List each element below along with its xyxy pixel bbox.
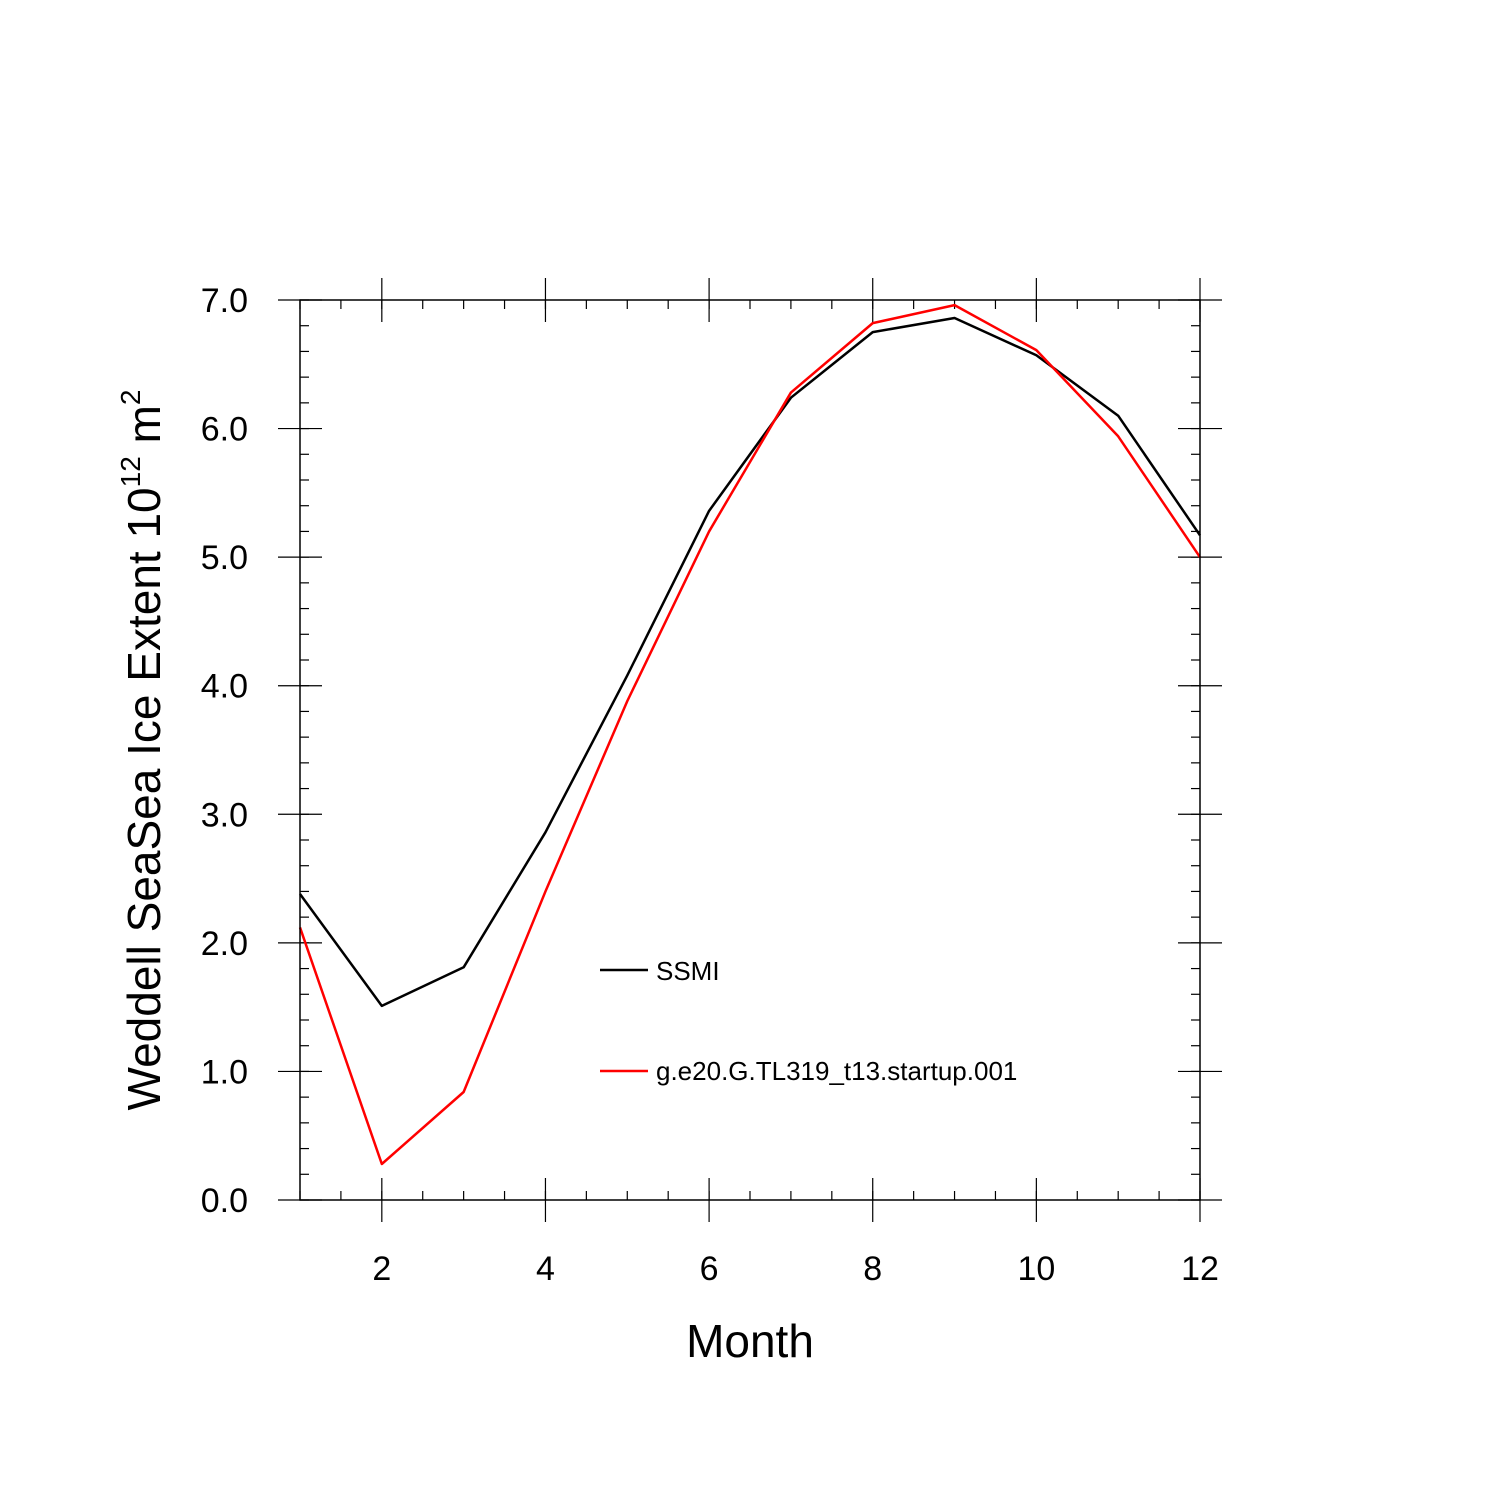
x-tick-label: 10 [1017,1250,1055,1288]
y-tick-label: 2.0 [201,925,248,963]
y-axis-title-unit: m [118,405,170,456]
series-line-model [298,303,1202,1166]
y-tick-label: 0.0 [201,1182,248,1220]
legend-label-ssmi: SSMI [656,956,720,986]
y-tick-label: 1.0 [201,1053,248,1091]
y-tick-label: 5.0 [201,539,248,577]
x-axis-title: Month [686,1315,814,1367]
tick-labels: 2 4 6 8 10 12 0.0 1.0 2.0 3.0 4.0 5.0 6.0 7.0 [201,282,1219,1288]
legend: SSMI g.e20.G.TL319_t13.startup.001 [600,956,1017,1086]
x-tick-label: 4 [536,1250,555,1288]
y-axis-title-text: Weddell SeaSea Ice Extent 10 [118,487,170,1110]
x-tick-label: 6 [700,1250,719,1288]
y-axis-title-exponent: 12 [115,456,146,487]
plot-frame [299,299,1201,1201]
legend-label-model: g.e20.G.TL319_t13.startup.001 [656,1056,1017,1086]
y-axis-title-unit-exponent: 2 [115,390,146,406]
y-tick-label: 6.0 [201,411,248,449]
series-line-ssmi [298,316,1202,1008]
y-tick-label: 7.0 [201,282,248,320]
x-tick-label: 2 [372,1250,391,1288]
y-tick-label: 4.0 [201,668,248,706]
y-tick-label: 3.0 [201,796,248,834]
y-axis-title: Weddell SeaSea Ice Extent 1012 m2 [115,390,170,1111]
x-tick-label: 12 [1181,1250,1219,1288]
series-lines [298,303,1202,1166]
x-tick-label: 8 [863,1250,882,1288]
